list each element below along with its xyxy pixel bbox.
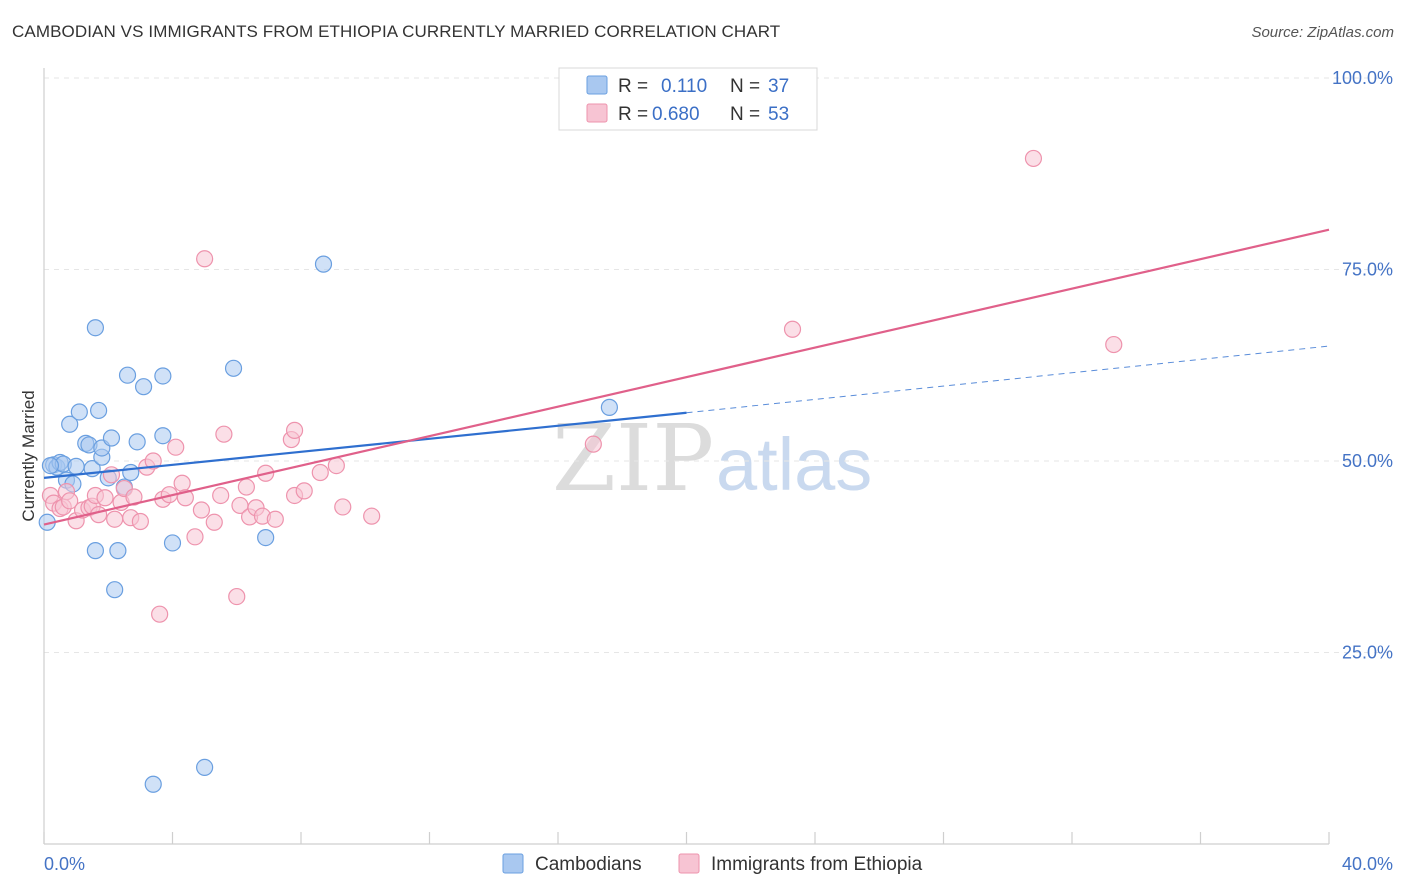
point-ethiopia: [144, 452, 162, 470]
y-tick-label: 25.0%: [1342, 643, 1393, 663]
point-cambodians: [67, 457, 85, 475]
point-cambodians: [122, 463, 140, 482]
legend-n-label-1: N =: [730, 76, 760, 97]
point-ethiopia: [205, 513, 223, 531]
point-cambodians: [600, 398, 619, 416]
point-cambodians: [224, 359, 243, 377]
point-ethiopia: [1105, 335, 1123, 354]
legend-r-label-2: R =: [618, 104, 648, 125]
watermark: ZIP atlas: [552, 405, 872, 512]
legend-bottom: Cambodians Immigrants from Ethiopia: [502, 853, 923, 875]
x-tick-labels: 0.0% 40.0%: [44, 854, 1393, 874]
point-ethiopia: [192, 501, 211, 519]
point-ethiopia: [61, 492, 79, 510]
point-ethiopia: [363, 507, 381, 525]
x-ticks: [43, 832, 1330, 844]
point-ethiopia: [131, 512, 149, 531]
point-ethiopia: [102, 466, 121, 484]
y-tick-labels: 25.0% 50.0% 75.0% 100.0%: [1332, 68, 1393, 663]
point-cambodians: [163, 534, 182, 552]
legend-r-label-1: R =: [618, 76, 648, 97]
legend-n-value-2: 53: [768, 104, 789, 125]
trend-line-ethiopia: [43, 228, 1330, 526]
legend-n-value-1: 37: [768, 76, 789, 97]
point-cambodians: [70, 403, 88, 421]
point-cambodians: [154, 367, 172, 385]
point-cambodians: [154, 427, 172, 445]
data-points: [38, 149, 1123, 793]
legend-n-label-2: N =: [730, 104, 760, 125]
legend-r-value-1: 0.110: [661, 76, 707, 97]
x-tick-label: 40.0%: [1342, 854, 1393, 874]
y-tick-label: 75.0%: [1342, 260, 1393, 280]
source-credit: Source: ZipAtlas.com: [1251, 24, 1394, 41]
legend-swatch-ethiopia: [586, 103, 608, 123]
point-ethiopia: [584, 435, 602, 453]
bottom-legend-ethiopia: Immigrants from Ethiopia: [711, 854, 923, 875]
point-ethiopia: [106, 510, 124, 528]
point-cambodians: [90, 401, 108, 420]
legend-r-value-2: 0.680: [652, 104, 700, 125]
trend-line-cambodians-extension: [686, 345, 1330, 414]
point-ethiopia: [334, 498, 352, 516]
watermark-zip: ZIP: [552, 405, 714, 512]
x-tick-label: 0.0%: [44, 854, 85, 874]
point-ethiopia: [295, 482, 313, 500]
point-ethiopia: [266, 510, 284, 528]
point-ethiopia: [237, 478, 255, 496]
point-cambodians: [41, 456, 60, 475]
point-cambodians: [128, 433, 146, 451]
y-tick-label: 100.0%: [1332, 68, 1393, 88]
y-axis-title: Currently Married: [19, 390, 38, 521]
point-ethiopia: [215, 425, 233, 443]
y-tick-label: 50.0%: [1342, 451, 1393, 471]
point-ethiopia: [1024, 149, 1043, 168]
point-ethiopia: [96, 489, 114, 507]
point-cambodians: [86, 542, 105, 560]
point-cambodians: [102, 429, 121, 447]
point-cambodians: [106, 581, 124, 599]
point-cambodians: [61, 415, 79, 433]
point-ethiopia: [90, 506, 108, 524]
trend-line-cambodians: [43, 411, 687, 479]
point-cambodians: [109, 542, 127, 560]
point-cambodians: [86, 319, 105, 337]
point-cambodians: [118, 366, 137, 384]
legend-top: R = 0.110 N = 37 R = 0.680 N = 53: [558, 67, 818, 131]
point-ethiopia: [285, 421, 304, 439]
point-ethiopia: [311, 463, 329, 482]
point-ethiopia: [783, 320, 802, 338]
point-ethiopia: [151, 605, 169, 623]
watermark-atlas: atlas: [716, 423, 872, 506]
point-ethiopia: [173, 474, 191, 492]
bottom-legend-cambodians: Cambodians: [535, 854, 642, 875]
bottom-legend-swatch-ethiopia: [678, 853, 700, 874]
point-ethiopia: [327, 456, 345, 475]
point-cambodians: [134, 378, 153, 396]
point-cambodians: [196, 758, 214, 777]
bottom-legend-swatch-cambodians: [502, 853, 524, 874]
gridlines: [44, 77, 1392, 653]
point-ethiopia: [196, 250, 214, 268]
point-cambodians: [144, 775, 162, 793]
point-ethiopia: [167, 438, 185, 456]
point-ethiopia: [212, 486, 230, 505]
point-cambodians: [257, 528, 275, 547]
trend-lines: [43, 228, 1330, 526]
point-cambodians: [314, 255, 333, 273]
chart-title: CAMBODIAN VS IMMIGRANTS FROM ETHIOPIA CU…: [12, 22, 781, 41]
point-ethiopia: [228, 587, 246, 606]
legend-swatch-cambodians: [586, 75, 608, 95]
point-ethiopia: [186, 528, 204, 546]
